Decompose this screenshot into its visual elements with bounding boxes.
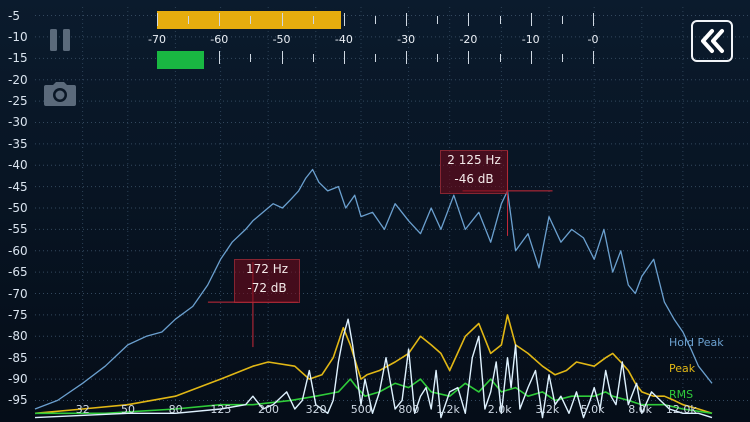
meter-tick	[406, 13, 408, 26]
y-tick-label: -5	[8, 8, 20, 23]
x-tick-label: 800	[398, 403, 420, 416]
plot-grid	[35, 7, 750, 409]
plot-series	[34, 168, 713, 419]
meter-minor-tick	[250, 54, 252, 62]
meter-tick	[593, 51, 594, 64]
meter-minor-tick	[437, 54, 439, 62]
meter-tick	[406, 51, 408, 64]
legend-rms: RMS	[669, 388, 694, 401]
y-tick-label: -50	[8, 201, 28, 215]
y-tick-label: -35	[8, 136, 28, 151]
peak-level-bar	[157, 11, 341, 29]
meter-minor-tick	[312, 16, 314, 24]
pause-icon	[48, 29, 72, 56]
series-line-live	[34, 318, 713, 419]
meter-tick	[468, 51, 470, 64]
meter-scale-label: -40	[334, 33, 353, 46]
x-tick-label: 12.0k	[665, 403, 697, 416]
meter-minor-tick	[499, 16, 501, 24]
x-tick-label: 320	[305, 403, 327, 416]
y-tick-label: -40	[8, 158, 28, 173]
meter-scale-label: -20	[459, 33, 478, 46]
meter-scale-label: -60	[210, 33, 229, 46]
meter-tick	[343, 51, 345, 64]
y-tick-label: -20	[8, 72, 28, 87]
y-tick-label: -90	[8, 372, 28, 387]
y-tick-label: -70	[8, 286, 28, 301]
cursor-readout-2[interactable]: 2 125 Hz -46 dB	[440, 150, 508, 194]
x-tick-label: 32	[75, 403, 90, 416]
meter-tick	[219, 51, 221, 64]
meter-tick	[530, 51, 532, 64]
meter-minor-tick	[188, 16, 190, 24]
cursor-1-frequency: 172 Hz	[245, 262, 289, 276]
cursor-readout-1[interactable]: 172 Hz -72 dB	[234, 259, 300, 303]
y-tick-label: -55	[8, 222, 28, 237]
y-tick-label: -85	[8, 350, 28, 365]
y-tick-label: -15	[8, 51, 28, 66]
x-tick-label: 2.0k	[487, 403, 512, 416]
series-line-hold-peak	[34, 168, 713, 410]
cursor-1-level: -72 dB	[247, 281, 287, 295]
collapse-button[interactable]	[691, 20, 733, 62]
cursor-2-level: -46 dB	[454, 172, 494, 186]
series-line-peak	[34, 314, 713, 415]
y-tick-label: -95	[8, 393, 28, 408]
meter-scale-label: -70	[148, 33, 166, 46]
meter-minor-tick	[312, 54, 314, 62]
meter-scale-label: -30	[397, 33, 416, 46]
camera-icon	[43, 82, 77, 111]
x-tick-label: 80	[168, 403, 183, 416]
meter-scale-label: -0	[587, 33, 599, 46]
x-tick-label: 125	[210, 403, 232, 416]
meter-minor-tick	[561, 54, 563, 62]
x-tick-label: 1.2k	[436, 403, 460, 416]
rms-level-bar	[157, 51, 204, 69]
y-tick-label: -10	[8, 29, 28, 44]
y-tick-label: -75	[8, 307, 28, 322]
meter-tick	[468, 13, 470, 26]
x-tick-label: 200	[257, 403, 279, 416]
y-tick-label: -60	[8, 243, 28, 258]
pause-button[interactable]	[48, 28, 72, 52]
snapshot-button[interactable]	[43, 81, 77, 107]
x-tick-label: 500	[350, 403, 372, 416]
meter-minor-tick	[250, 16, 252, 24]
meter-tick	[530, 13, 532, 26]
meter-tick	[593, 13, 594, 26]
y-tick-label: -25	[8, 94, 28, 109]
meter-tick	[281, 51, 283, 64]
y-tick-label: -45	[8, 179, 28, 194]
meter-tick	[281, 13, 283, 26]
meter-minor-tick	[375, 16, 376, 24]
meter-tick	[343, 13, 345, 26]
meter-scale-label: -10	[521, 33, 540, 46]
legend-peak: Peak	[669, 362, 696, 375]
y-tick-label: -80	[8, 329, 28, 344]
meter-tick	[219, 13, 221, 26]
legend-hold-peak: Hold Peak	[669, 336, 724, 349]
cursor-2-frequency: 2 125 Hz	[447, 153, 501, 167]
x-tick-label: 5.0k	[580, 403, 605, 416]
x-tick-label: 3.2k	[535, 403, 560, 416]
meter-scale-label: -50	[272, 33, 291, 46]
y-tick-label: -65	[8, 265, 28, 280]
meter-minor-tick	[499, 54, 501, 62]
meter-minor-tick	[437, 16, 439, 24]
x-tick-label: 8.0k	[628, 403, 653, 416]
meter-tick	[157, 13, 158, 26]
x-tick-label: 50	[120, 403, 135, 416]
meter-minor-tick	[561, 16, 563, 24]
meter-minor-tick	[375, 54, 376, 62]
y-tick-label: -30	[8, 115, 28, 130]
